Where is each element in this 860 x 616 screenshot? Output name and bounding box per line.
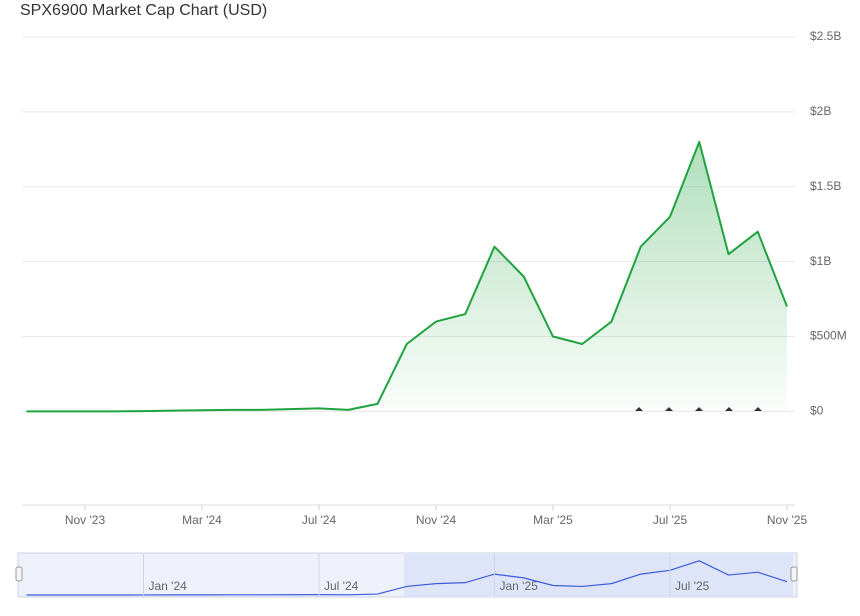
navigator-tick-label: Jan '24 [149, 579, 188, 593]
chart-title: SPX6900 Market Cap Chart (USD) [20, 2, 267, 19]
x-tick-label: Nov '24 [416, 513, 457, 527]
y-tick-label: $1B [810, 254, 831, 268]
navigator-line [26, 560, 788, 596]
event-marker [695, 407, 703, 411]
navigator-handle[interactable] [790, 566, 798, 582]
x-tick-label: Nov '23 [65, 513, 106, 527]
y-tick-label: $2.5B [810, 29, 841, 43]
line [26, 140, 788, 413]
event-marker [725, 407, 733, 411]
event-marker [754, 407, 762, 411]
event-marker [635, 407, 643, 411]
navigator-handle[interactable] [15, 566, 23, 582]
event-markers [635, 407, 762, 411]
navigator-tick-label: Jul '25 [675, 579, 710, 593]
y-tick-label: $500M [810, 329, 847, 343]
y-tick-label: $1.5B [810, 179, 841, 193]
y-tick-label: $2B [810, 104, 831, 118]
x-tick-label: Nov '25 [767, 513, 808, 527]
navigator-tick-label: Jan '25 [500, 579, 539, 593]
event-marker [665, 407, 673, 411]
x-tick-label: Mar '24 [182, 513, 222, 527]
x-tick-label: Jul '24 [302, 513, 337, 527]
area-fill [26, 141, 787, 412]
y-tick-label: $0 [810, 404, 824, 418]
x-tick-label: Jul '25 [653, 513, 688, 527]
x-tick-label: Mar '25 [533, 513, 573, 527]
navigator-tick-label: Jul '24 [324, 579, 359, 593]
